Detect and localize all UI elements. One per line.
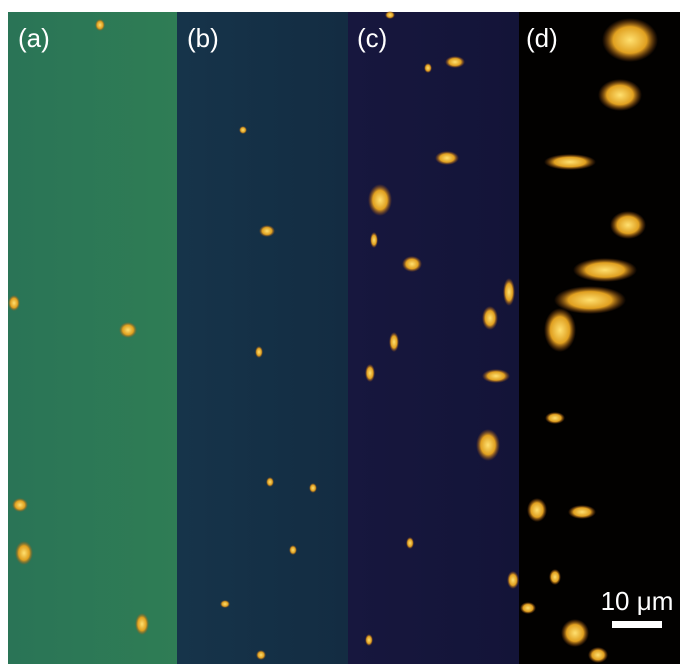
- panel-d: [519, 12, 680, 664]
- panel-label: (b): [187, 23, 219, 53]
- panel-a: [8, 12, 177, 664]
- panel-c: [348, 12, 519, 664]
- scale-bar-label: 10 μm: [601, 586, 674, 616]
- panel-label: (a): [18, 23, 50, 53]
- panel-label: (c): [357, 23, 387, 53]
- panel-b: [177, 12, 348, 664]
- panel-label: (d): [526, 23, 558, 53]
- scale-bar: [612, 621, 662, 628]
- figure: (a) (b) (c) (d) 10 μm: [0, 0, 685, 664]
